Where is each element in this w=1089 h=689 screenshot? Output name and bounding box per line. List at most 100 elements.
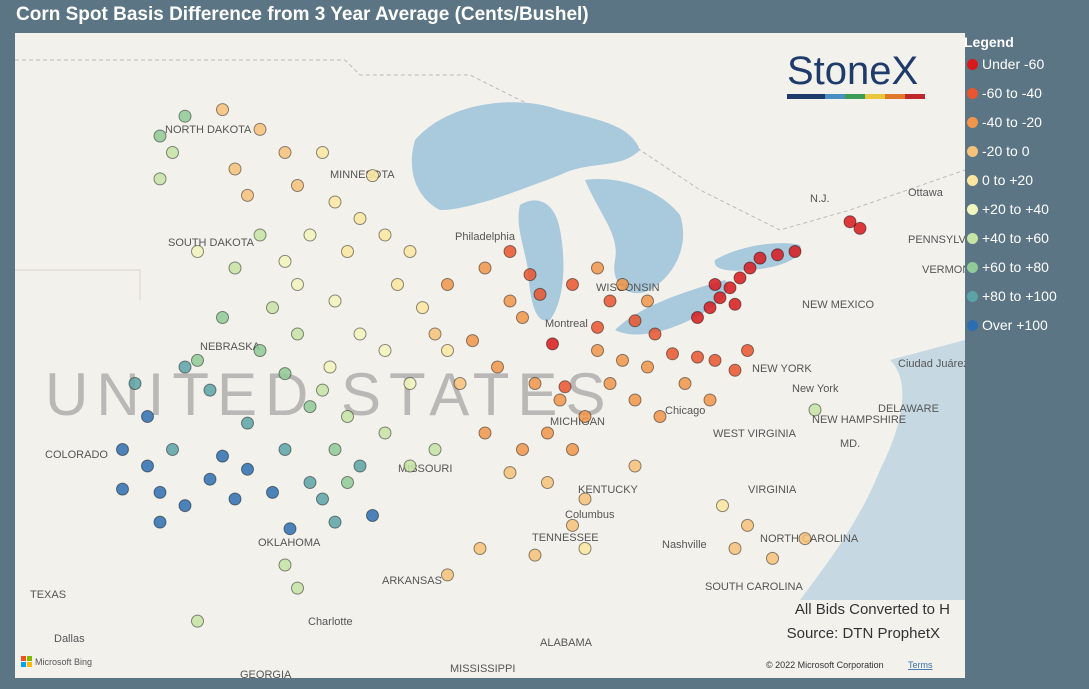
- copyright: © 2022 Microsoft Corporation: [766, 660, 884, 670]
- bing-logo: [21, 662, 26, 667]
- lake-superior: [411, 102, 640, 210]
- legend-swatch: [967, 262, 978, 273]
- basis-point: [328, 294, 342, 308]
- place-label: NORTH DAKOTA: [165, 124, 252, 136]
- place-label: Ottawa: [908, 187, 944, 199]
- basis-point: [743, 261, 757, 275]
- basis-point: [441, 344, 454, 357]
- basis-point: [428, 443, 442, 456]
- place-label: Charlotte: [308, 616, 353, 628]
- basis-point: [843, 215, 857, 229]
- place-label: SOUTH CAROLINA: [705, 581, 803, 593]
- basis-point: [253, 122, 267, 136]
- basis-point: [191, 614, 204, 628]
- basis-point: [216, 311, 229, 324]
- basis-point: [353, 327, 367, 341]
- legend-swatch: [967, 204, 978, 215]
- basis-point: [533, 287, 547, 301]
- basis-point: [203, 383, 217, 397]
- basis-point: [228, 162, 242, 176]
- basis-point: [466, 334, 479, 348]
- basis-point: [141, 410, 154, 423]
- basis-point: [566, 443, 579, 456]
- basis-point: [216, 449, 229, 463]
- place-label: Dallas: [54, 633, 85, 645]
- basis-point: [713, 291, 727, 305]
- basis-point: [678, 377, 692, 390]
- basis-point: [291, 327, 304, 341]
- basis-point: [728, 363, 742, 377]
- basis-point: [628, 314, 642, 328]
- basis-point: [566, 278, 579, 291]
- place-label: SOUTH DAKOTA: [168, 237, 255, 249]
- basis-point: [191, 245, 204, 258]
- map: UNITED STATES NORTH DAKOTAMINNESOTASOUTH…: [15, 33, 965, 678]
- basis-point: [523, 268, 537, 282]
- legend-label: -60 to -40: [982, 85, 1042, 101]
- basis-point: [366, 169, 379, 183]
- basis-point: [203, 472, 217, 486]
- bing-logo: [27, 656, 32, 661]
- basis-point: [266, 301, 279, 315]
- basis-point: [708, 278, 722, 291]
- place-label: N.J.: [810, 193, 830, 205]
- basis-point: [691, 311, 704, 324]
- basis-point: [473, 542, 487, 555]
- place-label: OKLAHOMA: [258, 537, 321, 549]
- place-label: GEORGIA: [240, 669, 292, 678]
- basis-point: [291, 179, 304, 192]
- place-label: KENTUCKY: [578, 484, 639, 496]
- basis-point: [723, 281, 737, 295]
- legend-swatch: [967, 291, 978, 302]
- basis-point: [616, 353, 629, 367]
- basis-point: [741, 344, 754, 357]
- legend-item: Under -60: [964, 56, 1089, 85]
- legend-swatch: [967, 117, 978, 128]
- legend-label: 0 to +20: [982, 172, 1033, 188]
- basis-point: [591, 261, 604, 275]
- basis-point: [453, 377, 467, 390]
- logo-bar: [845, 94, 865, 99]
- legend-item: -20 to 0: [964, 143, 1089, 172]
- basis-point: [766, 551, 779, 565]
- basis-point: [291, 581, 304, 595]
- place-label: VIRGINIA: [748, 484, 797, 496]
- basis-point: [478, 426, 492, 440]
- place-label: DELAWARE: [878, 403, 939, 415]
- place-label: TENNESSEE: [532, 532, 599, 544]
- ocean: [800, 340, 965, 600]
- logo-bar: [885, 94, 905, 99]
- legend-item: -60 to -40: [964, 85, 1089, 114]
- basis-point: [278, 367, 292, 381]
- basis-point: [241, 188, 254, 202]
- lake-huron: [585, 179, 684, 294]
- legend-item: -40 to -20: [964, 114, 1089, 143]
- place-label: NEBRASKA: [200, 341, 261, 353]
- terms-link[interactable]: Terms: [908, 660, 933, 670]
- legend-label: +80 to +100: [982, 288, 1057, 304]
- basis-point: [341, 476, 354, 489]
- basis-point: [591, 344, 604, 357]
- place-label: NEW YORK: [752, 363, 812, 375]
- place-label: TEXAS: [30, 589, 66, 601]
- place-label: PENNSYLVANIA: [908, 234, 965, 246]
- basis-point: [478, 261, 492, 275]
- basis-point: [241, 462, 254, 476]
- border: [15, 269, 141, 300]
- lake-erie: [615, 280, 729, 335]
- basis-point: [546, 337, 559, 351]
- basis-point: [316, 146, 329, 159]
- basis-point: [541, 426, 554, 440]
- basis-point: [378, 426, 392, 440]
- basis-point: [128, 377, 142, 390]
- basis-point: [558, 380, 572, 394]
- place-label: MD.: [840, 438, 860, 450]
- basis-point: [716, 499, 729, 513]
- logo-bar: [865, 94, 885, 99]
- legend-item: Over +100: [964, 317, 1089, 346]
- basis-point: [328, 515, 342, 529]
- place-label: Ciudad Juárez: [898, 358, 965, 370]
- basis-point: [178, 109, 192, 123]
- basis-point: [253, 344, 267, 357]
